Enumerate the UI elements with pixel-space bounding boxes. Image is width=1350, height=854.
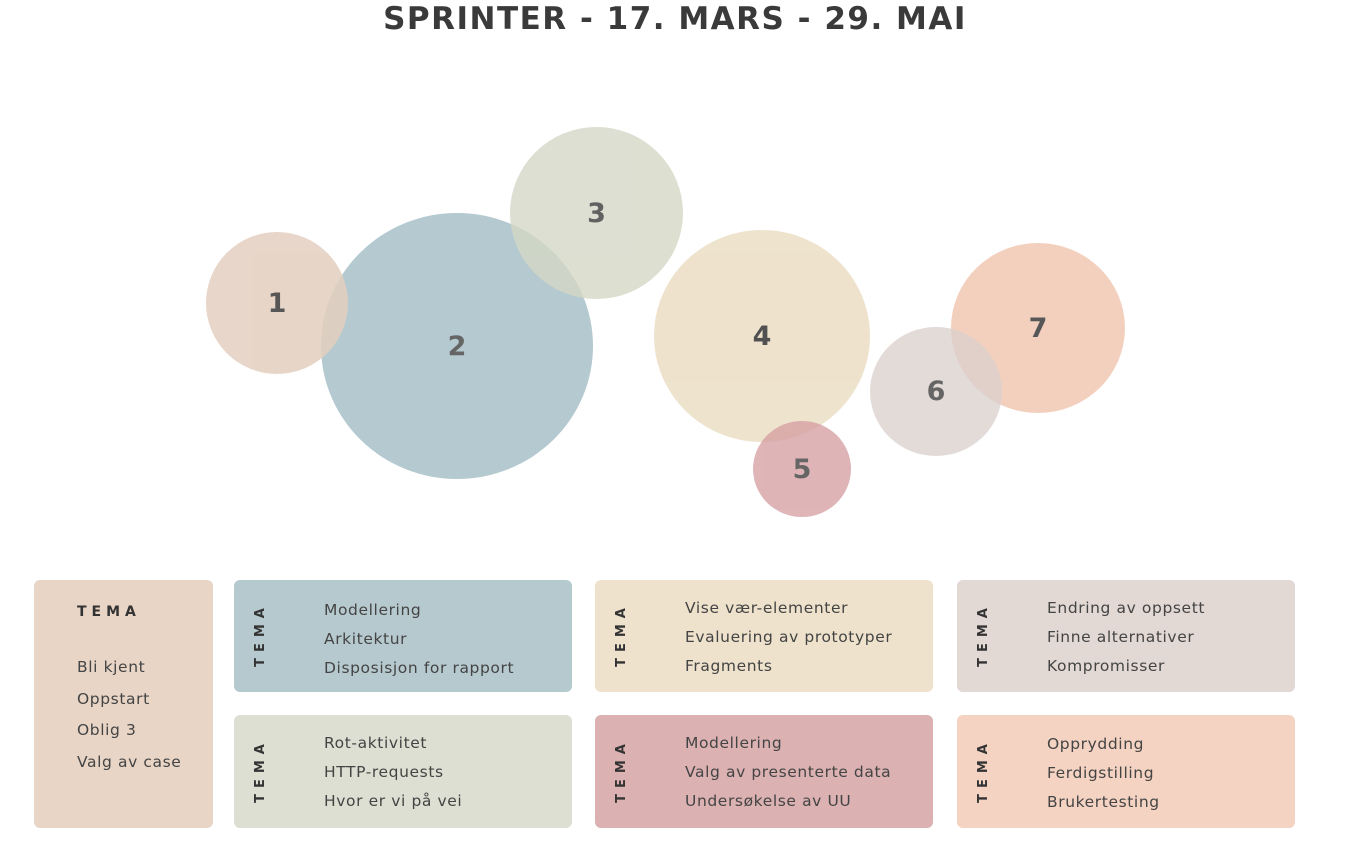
- sprint-card-7: TEMA Opprydding Ferdigstilling Brukertes…: [957, 715, 1295, 828]
- sprint-bubble-1: 1: [206, 232, 348, 374]
- bubble-number: 5: [792, 453, 812, 485]
- tema-label: TEMA: [613, 738, 629, 803]
- sprint-card-4: TEMA Vise vær-elementer Evaluering av pr…: [595, 580, 933, 692]
- list-item: Ferdigstilling: [1047, 764, 1155, 782]
- tema-label: TEMA: [252, 738, 268, 803]
- list-item: Arkitektur: [324, 630, 408, 648]
- bubble-number: 2: [447, 330, 467, 362]
- sprint-card-3: TEMA Rot-aktivitet HTTP-requests Hvor er…: [234, 715, 572, 828]
- sprint-card-1: TEMA Bli kjent Oppstart Oblig 3 Valg av …: [34, 580, 213, 828]
- sprint-7-items: Opprydding Ferdigstilling Brukertesting: [1047, 730, 1160, 817]
- tema-label: TEMA: [975, 602, 991, 667]
- list-item: HTTP-requests: [324, 763, 444, 781]
- sprint-1-items: Bli kjent Oppstart Oblig 3 Valg av case: [77, 652, 181, 778]
- bubble-number: 3: [587, 197, 606, 229]
- list-item: Bli kjent: [77, 658, 146, 676]
- list-item: Modellering: [685, 734, 783, 752]
- sprint-card-6: TEMA Endring av oppsett Finne alternativ…: [957, 580, 1295, 692]
- bubble-number: 7: [1028, 312, 1048, 344]
- list-item: Valg av presenterte data: [685, 763, 892, 781]
- sprint-5-items: Modellering Valg av presenterte data Und…: [685, 729, 891, 816]
- list-item: Valg av case: [77, 752, 182, 771]
- list-item: Finne alternativer: [1047, 628, 1195, 646]
- page-title: SPRINTER - 17. MARS - 29. MAI: [383, 1, 967, 37]
- bubble-number: 6: [926, 376, 946, 407]
- list-item: Modellering: [324, 601, 422, 619]
- list-item: Oblig 3: [77, 721, 137, 739]
- sprint-card-2: TEMA Modellering Arkitektur Disposisjon …: [234, 580, 572, 692]
- list-item: Fragments: [685, 657, 773, 675]
- bubble-number: 1: [267, 287, 287, 319]
- list-item: Disposisjon for rapport: [324, 659, 515, 677]
- list-item: Evaluering av prototyper: [685, 628, 893, 646]
- sprint-3-items: Rot-aktivitet HTTP-requests Hvor er vi p…: [324, 729, 462, 816]
- sprint-bubble-5: 5: [753, 421, 851, 517]
- list-item: Rot-aktivitet: [324, 734, 428, 752]
- sprint-6-items: Endring av oppsett Finne alternativer Ko…: [1047, 594, 1205, 681]
- list-item: Vise vær-elementer: [685, 599, 849, 617]
- sprint-2-items: Modellering Arkitektur Disposisjon for r…: [324, 596, 514, 683]
- list-item: Undersøkelse av UU: [685, 792, 852, 810]
- list-item: Opprydding: [1047, 735, 1145, 753]
- list-item: Endring av oppsett: [1047, 599, 1206, 617]
- list-item: Brukertesting: [1047, 793, 1160, 811]
- sprint-bubble-6: 6: [870, 327, 1002, 456]
- sprint-bubble-diagram: 2 1 3 4 5 7 6: [206, 127, 1125, 517]
- bubble-number: 4: [752, 320, 772, 352]
- tema-label: TEMA: [77, 604, 141, 620]
- list-item: Oppstart: [77, 689, 150, 708]
- list-item: Hvor er vi på vei: [324, 792, 463, 810]
- sprint-bubble-3: 3: [510, 127, 683, 299]
- tema-label: TEMA: [252, 602, 268, 667]
- list-item: Kompromisser: [1047, 657, 1165, 675]
- tema-label: TEMA: [613, 602, 629, 667]
- sprint-bubble-4: 4: [654, 230, 870, 442]
- tema-label: TEMA: [975, 738, 991, 803]
- sprint-4-items: Vise vær-elementer Evaluering av prototy…: [685, 594, 892, 681]
- sprint-card-5: TEMA Modellering Valg av presenterte dat…: [595, 715, 933, 828]
